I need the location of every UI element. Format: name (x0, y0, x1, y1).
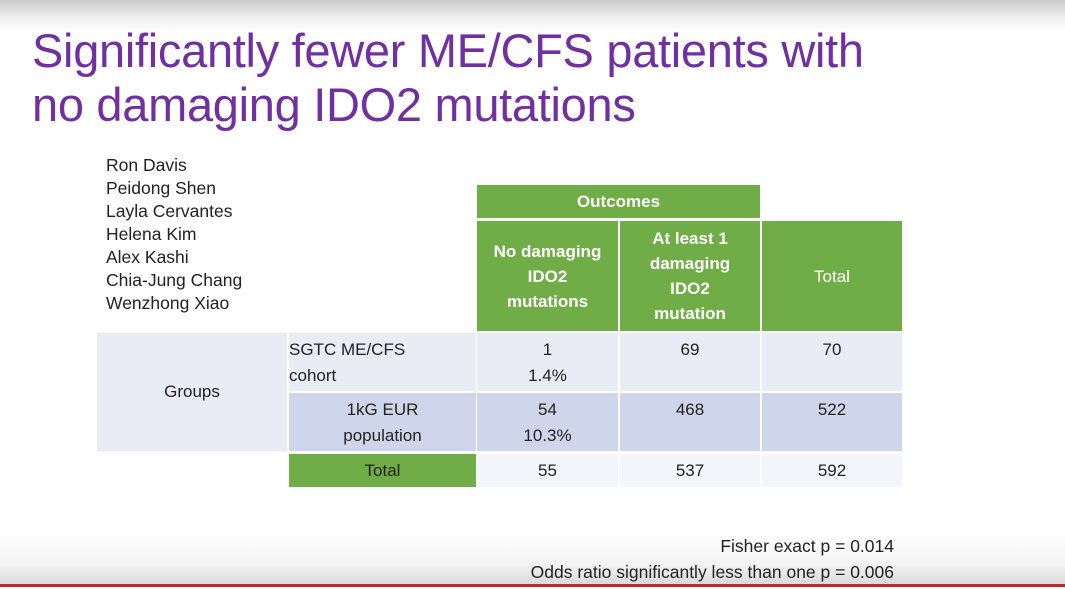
col-header-line: IDO2 (527, 266, 568, 286)
author-name: Layla Cervantes (106, 201, 233, 221)
groups-label: Groups (164, 382, 220, 401)
cell-1kg-at-least-one: 468 (620, 393, 760, 451)
author-name: Wenzhong Xiao (106, 293, 230, 313)
statistics-notes: Fisher exact p = 0.014 Odds ratio signif… (531, 533, 894, 585)
top-gradient-band (0, 0, 1065, 32)
title-line-1: Significantly fewer ME/CFS patients with (32, 24, 864, 77)
outcomes-label: Outcomes (576, 192, 661, 211)
col-header-line: At least 1 (652, 229, 728, 248)
cell-1kg-total: 522 (762, 393, 902, 451)
outcomes-header: Outcomes (477, 185, 760, 218)
row-label-line: 1kG EUR (346, 400, 419, 419)
cell-sgtc-at-least-one: 69 (620, 333, 760, 391)
row-label-sgtc: SGTC ME/CFS cohort (289, 333, 476, 391)
row-label-line: SGTC ME/CFS (289, 340, 406, 359)
col-header-at-least-one: At least 1 damaging IDO2 mutation (620, 221, 760, 331)
author-name: Chia-Jung Chang (106, 270, 243, 290)
author-name: Alex Kashi (106, 247, 189, 267)
fisher-exact-text: Fisher exact p = 0.014 (720, 536, 894, 556)
total-row-label-text: Total (364, 460, 401, 480)
slide-title: Significantly fewer ME/CFS patients with… (32, 24, 1042, 132)
accent-divider-line (0, 584, 1065, 587)
cell-count: 54 (538, 400, 557, 419)
col-header-total-label: Total (814, 266, 850, 286)
col-header-line: mutations (506, 291, 589, 311)
cell-count: 537 (675, 460, 705, 480)
cell-count: 69 (680, 340, 700, 359)
groups-label-cell: Groups (97, 333, 287, 451)
col-header-line: No damaging (493, 241, 602, 261)
cell-count: 592 (817, 460, 847, 480)
row-label-1kg: 1kG EUR population (289, 393, 476, 451)
cell-1kg-no-damaging: 54 10.3% (477, 393, 618, 451)
author-name: Ron Davis (106, 155, 187, 175)
author-name: Helena Kim (106, 224, 197, 244)
row-label-line: cohort (289, 366, 337, 385)
col-header-line: mutation (654, 304, 726, 323)
row-label-line: population (343, 426, 422, 445)
cell-percent: 10.3% (523, 426, 572, 445)
cell-count: 55 (538, 460, 557, 480)
col-header-line: IDO2 (670, 279, 710, 298)
cell-count: 1 (542, 340, 553, 359)
cell-count: 70 (822, 340, 842, 359)
bottom-gradient-band (0, 530, 1065, 585)
col-header-line: damaging (649, 254, 731, 273)
cell-count: 522 (817, 400, 847, 419)
title-line-2: no damaging IDO2 mutations (32, 78, 636, 131)
cell-sgtc-no-damaging: 1 1.4% (477, 333, 618, 391)
total-row-label: Total (289, 454, 476, 487)
author-name: Peidong Shen (106, 178, 216, 198)
cell-percent: 1.4% (528, 366, 567, 385)
col-header-total: Total (762, 221, 902, 331)
cell-count: 468 (675, 400, 705, 419)
cell-sgtc-total: 70 (762, 333, 902, 391)
col-header-no-damaging: No damaging IDO2 mutations (477, 221, 618, 331)
cell-total-total: 592 (762, 454, 902, 487)
cell-total-at-least-one: 537 (620, 454, 760, 487)
cell-total-no-damaging: 55 (477, 454, 618, 487)
odds-ratio-text: Odds ratio significantly less than one p… (530, 562, 894, 582)
author-list: Ron Davis Peidong Shen Layla Cervantes H… (106, 154, 242, 315)
